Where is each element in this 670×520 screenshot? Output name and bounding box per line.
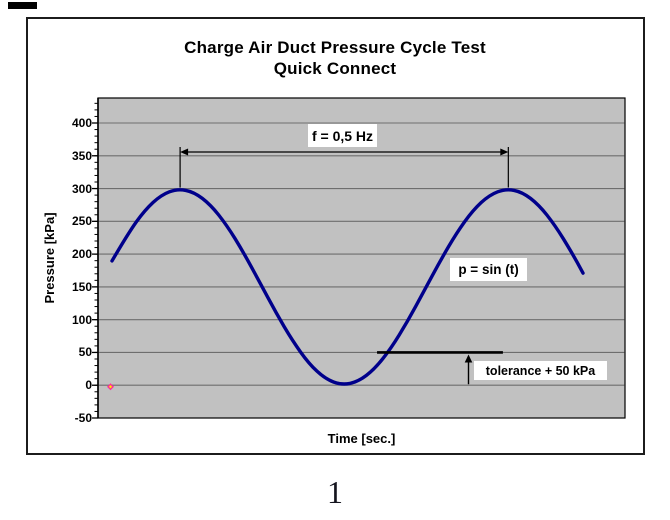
scan-artifact-mark — [8, 2, 37, 9]
sine-curve — [110, 188, 585, 386]
x-axis-title: Time [sec.] — [327, 431, 396, 446]
equation-annotation: p = sin (t) — [450, 258, 527, 281]
tolerance-annotation: tolerance + 50 kPa — [474, 361, 607, 380]
y-tick-label-50: 50 — [78, 345, 92, 360]
chart-title-line2: Quick Connect — [273, 59, 397, 78]
arrowhead-left-icon — [180, 148, 189, 156]
page-number: 1 — [327, 474, 343, 510]
origin-marker-core-icon — [108, 385, 113, 389]
chart-title-line1: Charge Air Duct Pressure Cycle Test — [184, 38, 486, 57]
frequency-annotation: f = 0,5 Hz — [308, 124, 377, 147]
y-tick-label--50: -50 — [74, 411, 92, 425]
arrowhead-up-icon — [464, 354, 473, 363]
y-tick-label-400: 400 — [71, 116, 92, 130]
arrowhead-right-icon — [500, 148, 509, 156]
y-tick-label-150: 150 — [71, 279, 92, 294]
y-tick-label-200: 200 — [71, 247, 92, 262]
y-tick-label-350: 350 — [71, 148, 92, 163]
y-tick-label-300: 300 — [71, 181, 92, 196]
chart-title: Charge Air Duct Pressure Cycle Test Quic… — [26, 37, 644, 79]
y-tick-label-0: 0 — [85, 378, 92, 393]
y-tick-label-250: 250 — [71, 214, 92, 229]
y-tick-label-100: 100 — [71, 312, 92, 327]
